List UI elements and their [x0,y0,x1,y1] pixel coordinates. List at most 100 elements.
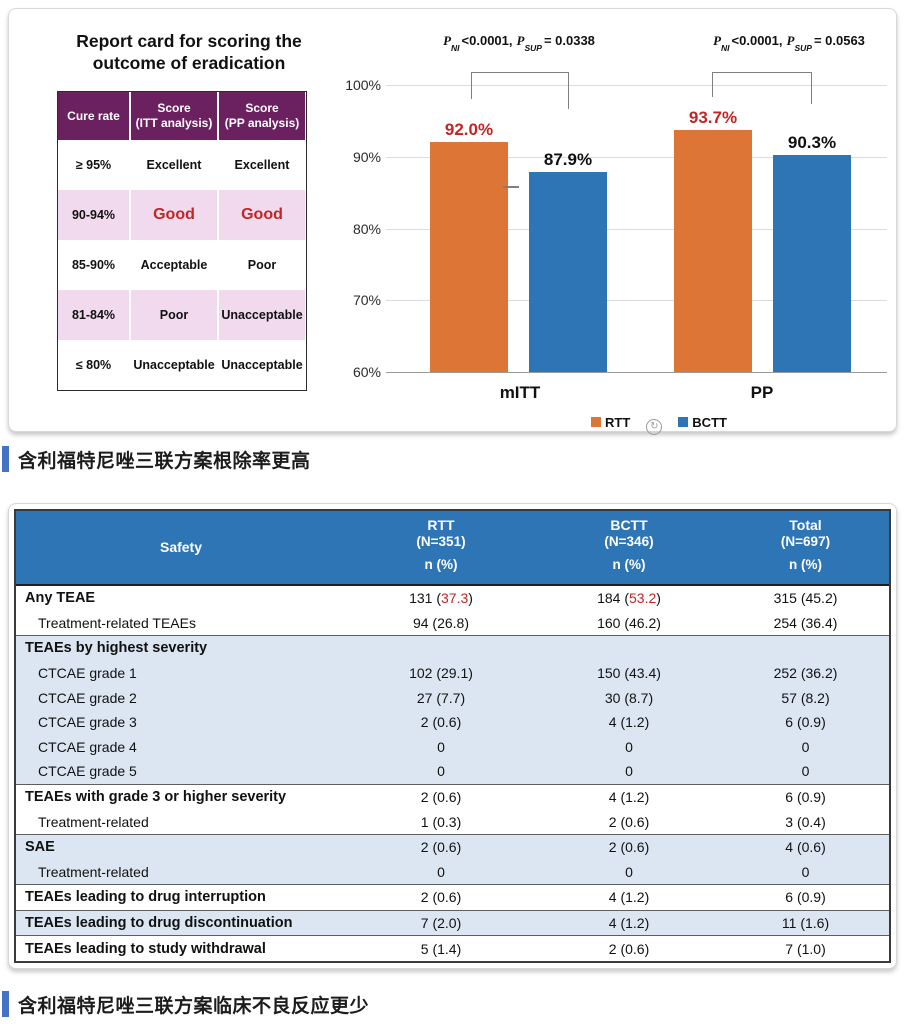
pvalue-annotation-mitt: PNI <0.0001, PSUP = 0.0338 [371,33,671,53]
column-header-cure-rate: Cure rate [58,92,129,140]
rtt-swatch-icon [591,417,602,427]
p-value: <0.0001, [731,33,783,48]
p-symbol: P [443,33,452,48]
table-cell: 30 (8.7) [604,689,654,706]
bracket-left-arm [712,73,713,97]
legend-label: RTT [605,414,631,430]
efficacy-figure-panel: Report card for scoring the outcome of e… [8,8,897,435]
table-row: 85-90% Acceptable Poor [58,240,306,290]
bar-value-label: 90.3% [787,132,837,152]
table-cell: 2 (0.6) [608,839,650,856]
table-row: SAE 2 (0.6) 2 (0.6) 4 (0.6) [16,833,889,860]
table-row: 90-94% Good Good [58,190,306,240]
gridline [386,228,887,230]
table-row: Treatment-related TEAEs 94 (26.8) 160 (46.… [16,610,889,636]
x-axis-label-pp: PP [750,383,774,402]
row-label: CTCAE grade 5 [38,763,137,780]
table-row: CTCAE grade 5 0 0 0 [16,759,889,784]
bctt-swatch-icon [678,417,689,427]
bar-value-label: 92.0% [444,120,494,140]
row-label: Treatment-related [38,813,149,830]
table-cell: 0 [625,863,633,880]
highlighted-value: 37.3 [441,590,469,607]
table-cell: 184 (53.2) [597,590,661,607]
bar-bctt-pp [773,154,851,372]
table-cell: 2 (0.6) [608,940,650,957]
legend-label: BCTT [692,414,727,430]
row-label: TEAEs leading to drug discontinuation [25,915,293,932]
table-cell: 2 (0.6) [420,889,462,906]
table-cell: 0 [801,763,810,780]
report-card-body: ≥ 95% Excellent Excellent 90-94% Good Good 85-… [58,140,306,390]
table-row: CTCAE grade 4 0 0 0 [16,734,889,760]
gridline [386,372,887,373]
score-cell: Good [217,190,305,240]
table-cell: 4 (0.6) [785,839,826,856]
table-row: Treatment-related 0 0 0 [16,859,889,885]
refresh-icon[interactable]: ↻ [646,419,663,435]
header-label: BCTT [610,517,648,533]
report-card-header-row: Cure rate Score (ITT analysis) Score (PP… [58,92,306,140]
table-cell: 131 (37.3) [409,590,473,607]
caption-accent-bar [2,991,9,1017]
caption-text: 含利福特尼唑三联方案根除率更高 [18,450,311,472]
column-header-safety: Safety [16,511,346,584]
comparison-bracket-mitt [471,72,569,109]
header-n: (N=351) [416,534,466,549]
table-cell: 102 (29.1) [409,665,473,682]
table-cell: 160 (46.2) [597,614,661,631]
table-cell: 0 [437,763,445,780]
p-subscript: SUP [794,42,812,53]
chart-legend: RTT ↻ BCTT [519,409,799,435]
table-cell: 6 (0.9) [785,789,826,806]
cure-rate-cell: ≤ 80% [75,358,112,372]
bar-value-label: 93.7% [688,108,738,128]
cure-rate-cell: 85-90% [71,258,116,272]
table-cell: 0 [801,738,810,755]
y-tick-label: 70% [352,292,381,309]
table-cell: 1 (0.3) [420,813,462,830]
table-row: Treatment-related 1 (0.3) 2 (0.6) 3 (0.4) [16,809,889,834]
column-header-score-itt: Score (ITT analysis) [129,92,217,140]
table-cell: 0 [801,863,810,880]
table-row: Any TEAE 131 (37.3) 184 (53.2) 315 (45.2) [16,586,889,611]
table-cell: 11 (1.6) [781,915,830,932]
table-row: 81-84% Poor Unacceptable [58,290,306,340]
caption-safety: 含利福特尼唑三联方案临床不良反应更少 [0,990,369,1018]
column-header-score-pp: Score (PP analysis) [217,92,305,140]
report-card-table: Cure rate Score (ITT analysis) Score (PP… [57,91,307,391]
report-card-title: Report card for scoring the outcome of e… [76,31,302,73]
bar-value-label: 87.9% [543,149,593,169]
table-cell: 2 (0.6) [420,714,462,731]
p-symbol: P [713,33,722,48]
table-cell: 7 (1.0) [785,940,826,957]
row-label: CTCAE grade 3 [38,714,137,731]
table-cell: 315 (45.2) [773,590,838,607]
table-cell: 254 (36.4) [773,614,838,631]
column-header-rtt: RTT (N=351) n (%) [346,511,536,584]
y-tick-label: 80% [352,220,381,237]
score-cell: Good [129,190,217,240]
p-symbol: P [516,33,525,48]
safety-table-body: Any TEAE 131 (37.3) 184 (53.2) 315 (45.2) Tr… [16,586,889,961]
score-cell: Poor [129,290,217,340]
header-n: (N=346) [604,534,654,549]
score-cell: Excellent [129,140,217,190]
x-axis-label-mitt: mITT [499,383,541,402]
comparison-bracket-pp [712,72,812,104]
table-cell: 4 (1.2) [608,714,650,731]
y-tick-label: 60% [352,364,381,380]
legend-item-bctt: BCTT [678,415,727,430]
y-tick-label: 100% [345,77,381,93]
caption-accent-bar [2,446,9,472]
cure-rate-cell: ≥ 95% [75,158,112,172]
table-cell: 5 (1.4) [420,940,462,957]
highlighted-value: 53.2 [629,590,657,607]
header-n: (N=697) [780,534,831,549]
table-cell: 3 (0.4) [785,813,826,830]
table-cell: 6 (0.9) [785,714,826,731]
ni-margin-tick [503,186,519,188]
gridline [386,85,887,86]
table-cell: 0 [437,863,445,880]
score-cell: Unacceptable [217,290,305,340]
